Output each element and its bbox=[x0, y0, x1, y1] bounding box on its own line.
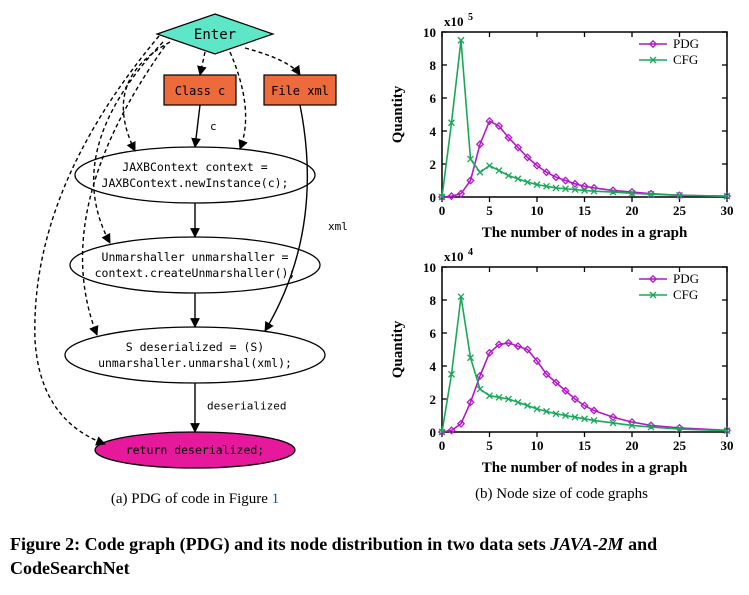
svg-text:context.createUnmarshaller();: context.createUnmarshaller(); bbox=[95, 266, 296, 280]
svg-text:15: 15 bbox=[578, 203, 592, 218]
svg-text:30: 30 bbox=[721, 438, 734, 453]
svg-text:Unmarshaller unmarshaller =: Unmarshaller unmarshaller = bbox=[102, 250, 289, 264]
svg-text:Quantity: Quantity bbox=[390, 85, 406, 143]
svg-text:20: 20 bbox=[626, 203, 639, 218]
chart-bottom: 0 5 10 15 20 25 30 0 2 4 6 8 10 x10 4 The number of nod… bbox=[384, 245, 739, 480]
svg-text:PDG: PDG bbox=[673, 36, 699, 51]
svg-text:4: 4 bbox=[430, 359, 437, 374]
svg-text:File xml: File xml bbox=[271, 84, 329, 98]
svg-text:4: 4 bbox=[468, 247, 473, 258]
svg-text:The number of nodes in a graph: The number of nodes in a graph bbox=[482, 225, 688, 241]
svg-text:30: 30 bbox=[721, 203, 734, 218]
svg-text:10: 10 bbox=[423, 25, 436, 40]
svg-text:5: 5 bbox=[486, 438, 493, 453]
svg-text:0: 0 bbox=[430, 425, 437, 440]
svg-text:JAXBContext.newInstance(c);: JAXBContext.newInstance(c); bbox=[102, 176, 289, 190]
svg-text:xml: xml bbox=[328, 220, 348, 233]
svg-text:10: 10 bbox=[531, 438, 544, 453]
panel-a-figref: 1 bbox=[272, 491, 280, 507]
svg-text:10: 10 bbox=[423, 260, 436, 275]
figure-panels: Enter Class c File xml JAXBContext context … bbox=[10, 10, 739, 508]
chart-top: 0 5 10 15 20 25 30 0 2 4 6 8 10 x10 5 The number of nod… bbox=[384, 10, 739, 245]
panel-b: 0510152025300246810x105The number of nod… bbox=[384, 10, 739, 503]
panel-a: Enter Class c File xml JAXBContext context … bbox=[10, 10, 380, 508]
svg-text:unmarshaller.unmarshal(xml);: unmarshaller.unmarshal(xml); bbox=[98, 356, 292, 370]
svg-text:6: 6 bbox=[430, 326, 437, 341]
figure-main-caption: Figure 2: Code graph (PDG) and its node … bbox=[10, 532, 739, 581]
svg-text:x10: x10 bbox=[444, 249, 464, 264]
figure-2: Enter Class c File xml JAXBContext context … bbox=[10, 10, 739, 581]
svg-text:Quantity: Quantity bbox=[390, 320, 406, 378]
svg-text:x10: x10 bbox=[444, 14, 464, 29]
svg-text:10: 10 bbox=[531, 203, 544, 218]
svg-text:8: 8 bbox=[430, 58, 437, 73]
panel-a-caption-text: (a) PDG of code in Figure bbox=[111, 491, 272, 507]
caption-prefix: Figure 2: Code graph (PDG) and its node … bbox=[10, 534, 550, 554]
svg-text:PDG: PDG bbox=[673, 271, 699, 286]
panel-b-caption: (b) Node size of code graphs bbox=[475, 486, 648, 503]
svg-text:6: 6 bbox=[430, 91, 437, 106]
svg-text:return deserialized;: return deserialized; bbox=[126, 443, 264, 457]
panel-a-caption: (a) PDG of code in Figure 1 bbox=[111, 491, 279, 508]
svg-text:25: 25 bbox=[673, 203, 687, 218]
svg-text:20: 20 bbox=[626, 438, 639, 453]
svg-text:The number of nodes in a graph: The number of nodes in a graph bbox=[482, 460, 688, 476]
caption-italic: JAVA-2M bbox=[550, 534, 623, 554]
svg-text:S deserialized = (S): S deserialized = (S) bbox=[126, 340, 264, 354]
svg-text:5: 5 bbox=[468, 12, 473, 23]
svg-text:5: 5 bbox=[486, 203, 493, 218]
svg-text:Class c: Class c bbox=[175, 84, 226, 98]
svg-text:0: 0 bbox=[439, 438, 446, 453]
svg-text:15: 15 bbox=[578, 438, 592, 453]
svg-text:25: 25 bbox=[673, 438, 687, 453]
pdg-diagram: Enter Class c File xml JAXBContext context … bbox=[10, 10, 380, 485]
svg-text:8: 8 bbox=[430, 293, 437, 308]
svg-text:2: 2 bbox=[430, 392, 437, 407]
svg-text:c: c bbox=[210, 120, 217, 133]
svg-text:CFG: CFG bbox=[673, 287, 698, 302]
svg-text:CFG: CFG bbox=[673, 52, 698, 67]
svg-text:4: 4 bbox=[430, 124, 437, 139]
svg-text:JAXBContext context =: JAXBContext context = bbox=[122, 160, 267, 174]
svg-text:deserialized: deserialized bbox=[207, 400, 286, 413]
svg-text:0: 0 bbox=[439, 203, 446, 218]
svg-text:0: 0 bbox=[430, 190, 437, 205]
svg-text:2: 2 bbox=[430, 157, 437, 172]
svg-text:Enter: Enter bbox=[194, 27, 236, 43]
